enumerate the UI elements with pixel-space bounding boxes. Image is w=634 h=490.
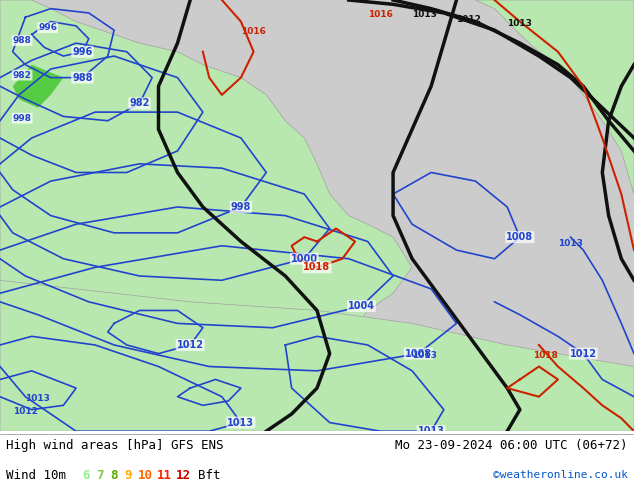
Text: 982: 982: [13, 71, 32, 79]
Text: 1012: 1012: [13, 407, 37, 416]
Text: 9: 9: [124, 469, 132, 482]
Text: 1013: 1013: [25, 394, 50, 403]
Text: 1016: 1016: [368, 10, 392, 19]
Text: 1018: 1018: [533, 351, 557, 360]
Text: 1013: 1013: [412, 10, 437, 19]
Text: 1013: 1013: [507, 19, 532, 28]
Text: 1008: 1008: [405, 348, 432, 359]
Text: 988: 988: [72, 73, 93, 83]
Text: 998: 998: [231, 202, 251, 212]
Polygon shape: [13, 65, 63, 108]
Text: 1013: 1013: [228, 417, 254, 428]
Text: 7: 7: [96, 469, 104, 482]
Polygon shape: [0, 280, 634, 431]
Text: 1016: 1016: [241, 27, 266, 36]
Polygon shape: [0, 0, 412, 431]
Text: 998: 998: [13, 114, 32, 122]
Text: 1013: 1013: [412, 351, 437, 360]
Text: 10: 10: [138, 469, 153, 482]
Text: ©weatheronline.co.uk: ©weatheronline.co.uk: [493, 470, 628, 480]
Text: 1012: 1012: [456, 15, 481, 24]
Text: 996: 996: [72, 47, 93, 57]
Text: 1013: 1013: [558, 239, 583, 248]
Text: 982: 982: [129, 98, 150, 108]
Text: Wind 10m: Wind 10m: [6, 469, 67, 482]
Text: High wind areas [hPa] GFS ENS: High wind areas [hPa] GFS ENS: [6, 440, 224, 452]
Text: 1000: 1000: [291, 254, 318, 264]
Text: 8: 8: [110, 469, 118, 482]
Text: 1013: 1013: [418, 426, 444, 436]
Text: 11: 11: [157, 469, 172, 482]
Text: 1012: 1012: [570, 348, 597, 359]
Text: Mo 23-09-2024 06:00 UTC (06+72): Mo 23-09-2024 06:00 UTC (06+72): [395, 440, 628, 452]
Text: 988: 988: [13, 36, 32, 45]
Text: 1004: 1004: [348, 301, 375, 311]
Text: 1012: 1012: [177, 340, 204, 350]
Text: Bft: Bft: [198, 469, 221, 482]
Polygon shape: [476, 0, 634, 194]
Text: 6: 6: [82, 469, 90, 482]
Text: 1008: 1008: [507, 232, 533, 242]
Text: 12: 12: [176, 469, 191, 482]
Text: 996: 996: [38, 23, 57, 32]
Text: 1018: 1018: [304, 262, 330, 272]
